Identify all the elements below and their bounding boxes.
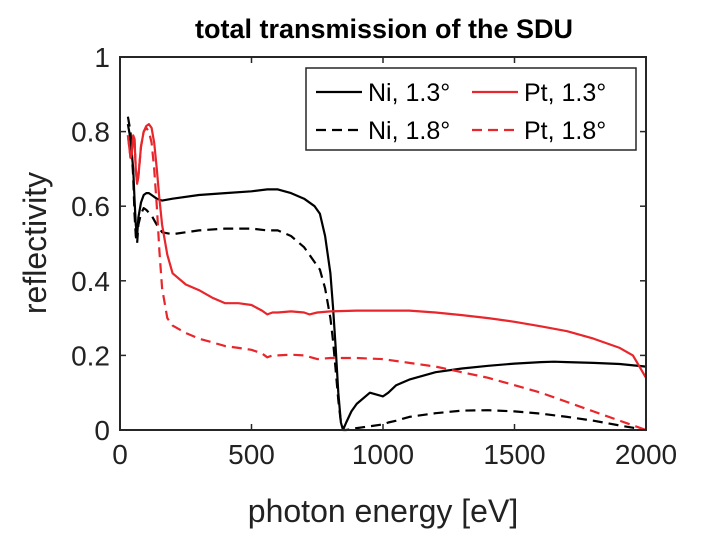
series-line-4 xyxy=(126,126,647,432)
plot-frame xyxy=(119,56,647,431)
y-tick-label: 1 xyxy=(94,42,110,73)
legend-entry-label: Pt, 1.8° xyxy=(524,117,606,145)
legend: Ni, 1.3° Pt, 1.3° Ni, 1.8° Pt, 1.8° xyxy=(305,67,637,151)
axis-ticks: 0 500 1000 1500 2000 0 0.2 0.4 0.6 0.8 1 xyxy=(71,42,677,470)
series-line-1 xyxy=(126,123,647,432)
x-tick-label: 1500 xyxy=(483,439,545,470)
y-tick-label: 0.6 xyxy=(71,191,110,222)
y-tick-label: 0.2 xyxy=(71,340,110,371)
y-tick-label: 0.8 xyxy=(71,117,110,148)
x-axis-label: photon energy [eV] xyxy=(248,493,518,529)
x-tick-label: 500 xyxy=(228,439,275,470)
y-tick-label: 0 xyxy=(94,415,110,446)
legend-entry-label: Ni, 1.3° xyxy=(368,79,450,107)
legend-box xyxy=(305,67,637,151)
y-axis-label: reflectivity xyxy=(17,172,53,314)
series-lines xyxy=(126,116,647,432)
y-tick-label: 0.4 xyxy=(71,266,110,297)
x-tick-label: 1000 xyxy=(352,439,414,470)
legend-entry-label: Pt, 1.3° xyxy=(524,79,606,107)
chart-title: total transmission of the SDU xyxy=(195,14,573,44)
legend-entry-label: Ni, 1.8° xyxy=(368,117,450,145)
x-tick-label: 0 xyxy=(112,439,128,470)
series-line-2 xyxy=(126,116,647,432)
x-tick-label: 2000 xyxy=(615,439,677,470)
